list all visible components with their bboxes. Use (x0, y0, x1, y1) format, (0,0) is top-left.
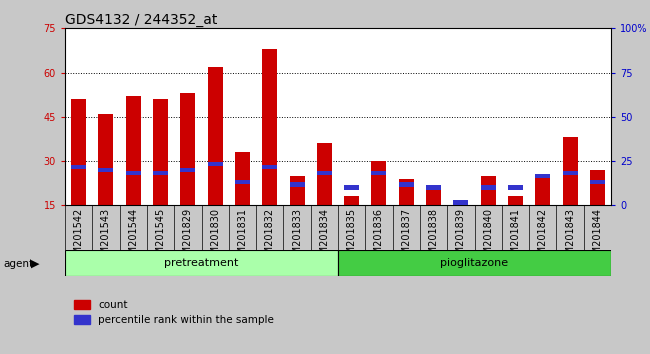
Text: GSM201542: GSM201542 (73, 207, 84, 267)
Bar (338, 250, 611, 276)
Bar (508, 196, 523, 205)
Text: GSM201543: GSM201543 (101, 207, 111, 267)
Text: GSM201840: GSM201840 (483, 207, 493, 267)
Bar (235, 152, 250, 205)
Text: GSM201833: GSM201833 (292, 207, 302, 267)
Bar (289, 176, 305, 205)
Bar (125, 96, 141, 205)
Bar (317, 143, 332, 205)
Text: GSM201545: GSM201545 (155, 207, 166, 267)
Bar (371, 171, 387, 175)
Bar (65, 250, 338, 276)
Bar (344, 196, 359, 205)
Text: GSM201836: GSM201836 (374, 207, 384, 267)
Bar (71, 165, 86, 169)
Bar (180, 168, 196, 172)
Bar (480, 176, 496, 205)
Bar (262, 165, 278, 169)
Bar (398, 182, 414, 187)
Bar (508, 185, 523, 190)
Bar (590, 170, 605, 205)
Bar (398, 179, 414, 205)
Text: GSM201837: GSM201837 (401, 207, 411, 267)
Text: GSM201843: GSM201843 (565, 207, 575, 267)
Bar (98, 114, 114, 205)
Bar (71, 99, 86, 205)
Bar (426, 185, 441, 205)
Text: GDS4132 / 244352_at: GDS4132 / 244352_at (65, 13, 217, 27)
Bar (562, 171, 578, 175)
Bar (153, 171, 168, 175)
Text: GSM201831: GSM201831 (237, 207, 248, 267)
Bar (289, 182, 305, 187)
Bar (153, 99, 168, 205)
Text: GSM201834: GSM201834 (319, 207, 330, 267)
Bar (98, 168, 114, 172)
Bar (207, 162, 223, 166)
Bar (262, 49, 278, 205)
Text: GSM201839: GSM201839 (456, 207, 466, 267)
Text: GSM201835: GSM201835 (346, 207, 357, 267)
Bar (535, 176, 551, 205)
Bar (344, 185, 359, 190)
Bar (371, 161, 387, 205)
Text: ▶: ▶ (31, 259, 40, 269)
Bar (180, 93, 196, 205)
Bar (235, 179, 250, 184)
Text: GSM201829: GSM201829 (183, 207, 193, 267)
Bar (590, 179, 605, 184)
Bar (480, 185, 496, 190)
Bar (562, 137, 578, 205)
Text: GSM201830: GSM201830 (210, 207, 220, 267)
Text: pretreatment: pretreatment (164, 258, 239, 268)
Text: agent: agent (3, 259, 33, 269)
Text: GSM201832: GSM201832 (265, 207, 275, 267)
Text: GSM201841: GSM201841 (510, 207, 521, 267)
Bar (125, 171, 141, 175)
Bar (317, 171, 332, 175)
Text: GSM201844: GSM201844 (592, 207, 603, 267)
Bar (453, 200, 469, 205)
Text: GSM201544: GSM201544 (128, 207, 138, 267)
Text: GSM201842: GSM201842 (538, 207, 548, 267)
Bar (207, 67, 223, 205)
Legend: count, percentile rank within the sample: count, percentile rank within the sample (70, 296, 278, 330)
Text: GSM201838: GSM201838 (428, 207, 439, 267)
Bar (535, 173, 551, 178)
Bar (426, 185, 441, 190)
Text: pioglitazone: pioglitazone (441, 258, 508, 268)
